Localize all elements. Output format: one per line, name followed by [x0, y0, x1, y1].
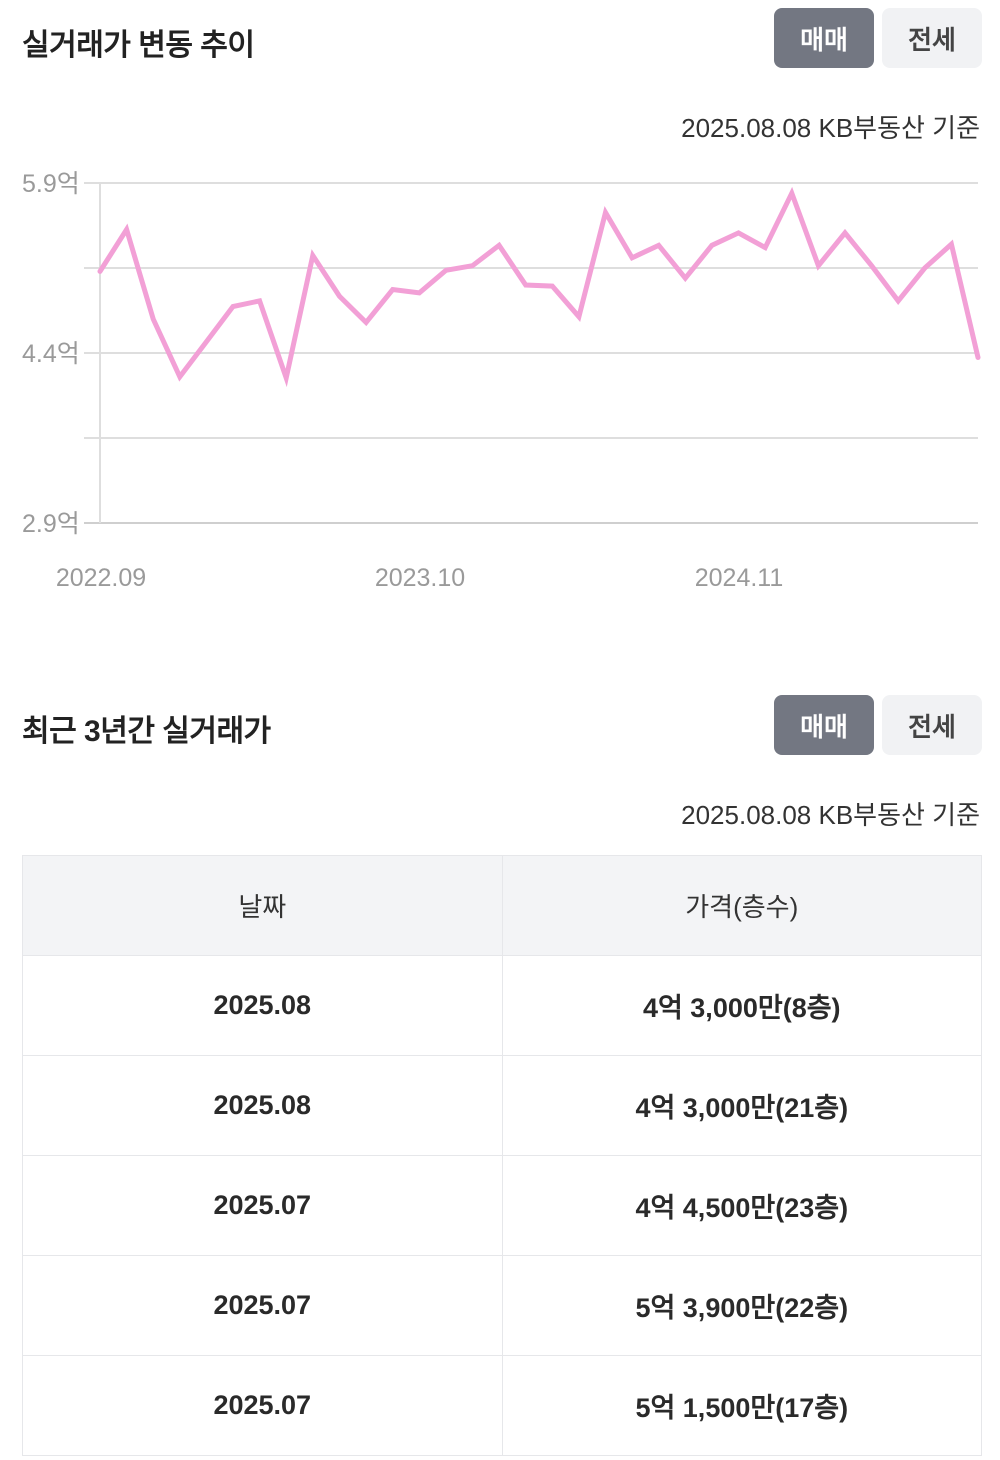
jeonse-toggle-button[interactable]: 전세 [882, 8, 982, 68]
date-cell: 2025.07 [22, 1355, 503, 1456]
price-series-line [97, 186, 981, 388]
y-axis-labels: 5.9억 4.4억 2.9억 [22, 170, 80, 538]
y-tick-label: 2.9억 [22, 510, 80, 538]
recent-transactions-section: 최근 3년간 실거래가 매매 전세 2025.08.08 KB부동산 기준 [0, 680, 1000, 1460]
jeonse-toggle-button[interactable]: 전세 [882, 695, 982, 755]
column-header-price: 가격(층수) [501, 855, 982, 956]
data-basis-text: 2025.08.08 KB부동산 기준 [681, 800, 980, 830]
date-cell: 2025.08 [22, 1055, 503, 1156]
transactions-table: 날짜 가격(층수) 2025.08 4억 3,000만(8층) 2025.08 … [22, 855, 982, 1456]
y-tick-label: 4.4억 [22, 340, 80, 368]
price-cell: 4억 4,500만(23층) [501, 1155, 982, 1256]
x-axis-labels: 2022.09 2023.10 2024.11 [56, 564, 783, 592]
price-cell: 4억 3,000만(8층) [501, 955, 982, 1056]
chart-grid [84, 182, 978, 524]
sale-toggle-button[interactable]: 매매 [774, 8, 874, 68]
x-tick-label: 2022.09 [56, 564, 146, 592]
sale-toggle-button[interactable]: 매매 [774, 695, 874, 755]
table-row: 2025.07 5억 3,900만(22층) [22, 1255, 982, 1356]
table-row: 2025.07 5억 1,500만(17층) [22, 1355, 982, 1456]
x-tick-label: 2024.11 [695, 564, 784, 592]
section-title: 최근 3년간 실거래가 [22, 715, 271, 748]
price-cell: 5억 1,500만(17층) [501, 1355, 982, 1456]
table-row: 2025.08 4억 3,000만(8층) [22, 955, 982, 1056]
data-basis-text: 2025.08.08 KB부동산 기준 [681, 113, 980, 143]
table-header-row: 날짜 가격(층수) [22, 855, 982, 956]
date-cell: 2025.07 [22, 1255, 503, 1356]
y-tick-label: 5.9억 [22, 170, 80, 198]
date-cell: 2025.08 [22, 955, 503, 1056]
section-title: 실거래가 변동 추이 [22, 29, 255, 62]
date-cell: 2025.07 [22, 1155, 503, 1256]
table-row: 2025.07 4억 4,500만(23층) [22, 1155, 982, 1256]
price-cell: 5억 3,900만(22층) [501, 1255, 982, 1356]
price-cell: 4억 3,000만(21층) [501, 1055, 982, 1156]
price-trend-section: 실거래가 변동 추이 매매 전세 2025.08.08 KB부동산 기준 5.9… [0, 0, 1000, 620]
column-header-date: 날짜 [22, 855, 503, 956]
chart-series [97, 186, 981, 388]
price-trend-chart: 5.9억 4.4억 2.9억 2022.09 2023.10 2024.11 [22, 170, 981, 592]
table-row: 2025.08 4억 3,000만(21층) [22, 1055, 982, 1156]
x-tick-label: 2023.10 [375, 564, 465, 592]
